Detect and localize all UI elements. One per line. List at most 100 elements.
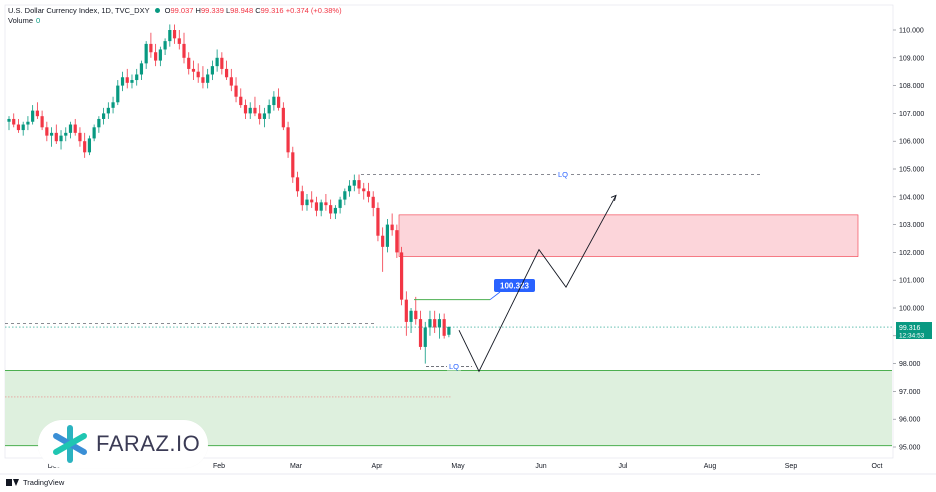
x-tick-label: Apr — [372, 463, 384, 470]
grid — [0, 4, 936, 475]
candle — [437, 313, 442, 339]
candle — [295, 171, 300, 197]
volume-label: Volume — [8, 16, 34, 25]
candle-body — [399, 252, 404, 300]
candle — [31, 105, 35, 125]
y-tick-label: 107.000 — [899, 111, 924, 118]
candle — [262, 107, 267, 128]
price-tag — [494, 279, 535, 292]
tradingview-brand: TradingView — [23, 478, 65, 487]
candle-body — [40, 116, 44, 128]
candle-body — [125, 77, 129, 83]
volume-legend[interactable]: Volume 0 — [8, 16, 40, 25]
candle-body — [253, 107, 257, 114]
candle — [371, 191, 375, 217]
candle — [234, 77, 238, 103]
candle-body — [248, 107, 252, 114]
candle-body — [215, 57, 219, 67]
candle — [73, 118, 77, 136]
market-status-dot — [154, 8, 160, 13]
liquidity-bottom-label: LQ — [449, 362, 459, 371]
candle — [267, 99, 271, 119]
candle-body — [234, 85, 238, 97]
candle — [120, 71, 125, 92]
candle-body — [243, 105, 248, 114]
candle-body — [310, 199, 314, 203]
candle — [139, 60, 144, 81]
x-tick-label: Aug — [704, 463, 717, 470]
candle — [390, 213, 394, 236]
plot-frame — [4, 4, 894, 459]
candle — [191, 60, 196, 81]
candle-body — [210, 66, 214, 75]
candle-body — [376, 207, 380, 236]
candle — [409, 308, 413, 334]
y-tick-label: 100.000 — [899, 306, 924, 313]
candle-body — [78, 132, 82, 142]
candle — [404, 291, 408, 336]
candle-body — [295, 177, 300, 192]
candle-body — [111, 102, 115, 108]
candle — [182, 32, 186, 64]
y-tick-label: 105.000 — [899, 167, 924, 174]
candle — [291, 146, 295, 183]
x-tick-label: Feb — [213, 463, 225, 470]
candle-body — [149, 43, 153, 53]
open-label: O — [164, 6, 171, 15]
close-label: C — [255, 6, 261, 15]
close-value: 99.316 — [260, 6, 284, 15]
last-price-box — [896, 322, 932, 340]
candle — [352, 174, 356, 192]
candle — [35, 102, 39, 119]
candle-body — [144, 43, 148, 64]
candle-body — [281, 107, 285, 128]
candle — [310, 191, 314, 208]
price-tag-label: 100.323 — [500, 282, 529, 291]
candle-body — [116, 85, 120, 103]
price-axis[interactable]: 110.000 109.000 108.000 107.000 106.000 105.0… — [893, 28, 932, 452]
candle-body — [49, 132, 54, 136]
candle — [423, 321, 427, 364]
candle-body — [220, 57, 224, 69]
candle-body — [428, 319, 432, 328]
candle-body — [172, 30, 177, 39]
candle-body — [404, 299, 408, 322]
candle-body — [182, 43, 186, 58]
x-tick-label: Sep — [785, 463, 798, 470]
candle-body — [362, 188, 366, 192]
candle — [206, 68, 210, 89]
candle — [40, 110, 44, 131]
y-tick-label: 110.000 — [899, 28, 924, 35]
candle-body — [433, 319, 437, 328]
candle — [201, 66, 205, 89]
candle — [366, 182, 371, 203]
open-value: 99.037 — [170, 6, 194, 15]
candle — [196, 63, 200, 83]
candle-body — [206, 74, 210, 83]
candle-body — [286, 127, 290, 153]
candle — [305, 194, 309, 211]
candle-body — [83, 141, 87, 153]
candle-body — [324, 202, 328, 206]
candle-body — [418, 319, 423, 347]
candle — [286, 121, 290, 158]
candle-body — [21, 124, 25, 131]
candle-body — [366, 191, 371, 197]
candle-body — [12, 118, 16, 125]
x-tick-label: Mar — [290, 463, 303, 470]
projection-path — [458, 195, 617, 373]
y-tick-label: 98.000 — [899, 361, 921, 368]
candle-body — [357, 180, 361, 189]
last-price-label: 99.316 — [899, 325, 921, 332]
logo-mark-icon — [53, 425, 87, 463]
candle — [324, 194, 328, 211]
symbol-title[interactable]: U.S. Dollar Currency Index, 1D, TVC_DXY — [8, 6, 150, 15]
y-tick-label: 108.000 — [899, 83, 924, 90]
candle-body — [130, 80, 134, 83]
y-tick-label: 95.000 — [899, 445, 921, 452]
y-tick-label: 97.000 — [899, 389, 921, 396]
candle — [168, 24, 172, 47]
candle — [144, 41, 148, 69]
tradingview-footer[interactable]: TradingView — [6, 478, 64, 487]
